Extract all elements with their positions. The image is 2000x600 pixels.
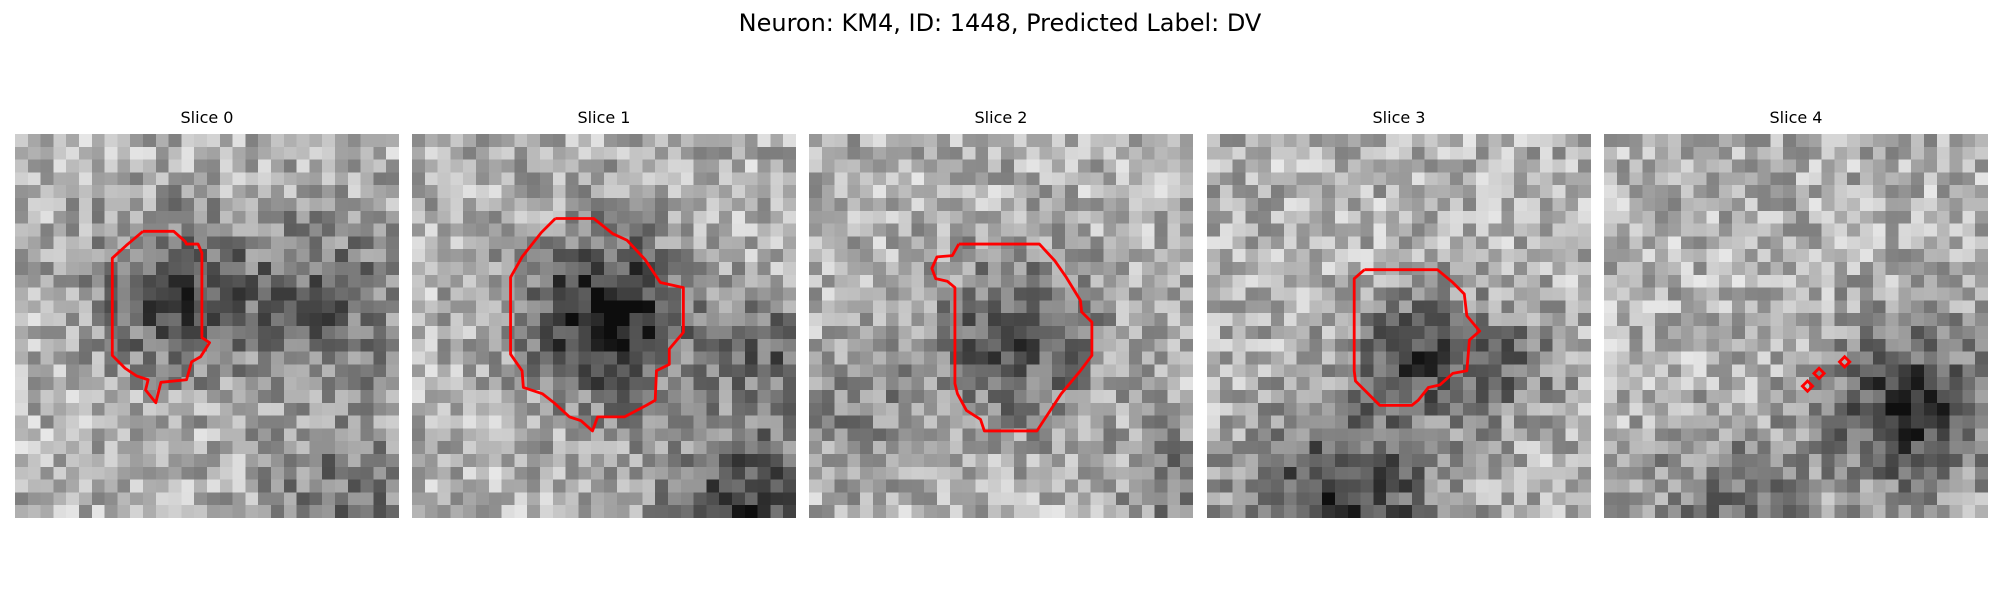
pixel-grid bbox=[1604, 134, 1988, 518]
slice-panel-3: Slice 3 bbox=[1207, 108, 1591, 518]
slice-image bbox=[412, 134, 796, 518]
slice-panel-1: Slice 1 bbox=[412, 108, 796, 518]
pixel-grid bbox=[15, 134, 399, 518]
slice-panel-2: Slice 2 bbox=[809, 108, 1193, 518]
slice-image bbox=[1604, 134, 1988, 518]
pixel-grid bbox=[412, 134, 796, 518]
neuron-contour bbox=[930, 242, 1094, 433]
neuron-contour bbox=[110, 229, 211, 405]
contour-fragment bbox=[1837, 354, 1852, 369]
slice-title: Slice 2 bbox=[974, 108, 1028, 127]
neuron-contour bbox=[509, 217, 685, 433]
neuron-contour-fragments bbox=[1800, 354, 1852, 394]
slice-title: Slice 0 bbox=[180, 108, 234, 127]
slice-image bbox=[1207, 134, 1591, 518]
pixel-grid bbox=[809, 134, 1193, 518]
slice-title: Slice 3 bbox=[1372, 108, 1426, 127]
contour-fragment bbox=[1811, 366, 1827, 381]
neuron-contour bbox=[1352, 268, 1482, 407]
figure-title: Neuron: KM4, ID: 1448, Predicted Label: … bbox=[738, 9, 1262, 37]
slice-image bbox=[809, 134, 1193, 518]
slice-panel-4: Slice 4 bbox=[1604, 108, 1988, 518]
slice-panel-0: Slice 0 bbox=[15, 108, 399, 518]
pixel-grid bbox=[1207, 134, 1591, 518]
slice-image bbox=[15, 134, 399, 518]
slice-title: Slice 1 bbox=[577, 108, 631, 127]
slice-title: Slice 4 bbox=[1769, 108, 1823, 127]
contour-fragment bbox=[1800, 379, 1815, 394]
